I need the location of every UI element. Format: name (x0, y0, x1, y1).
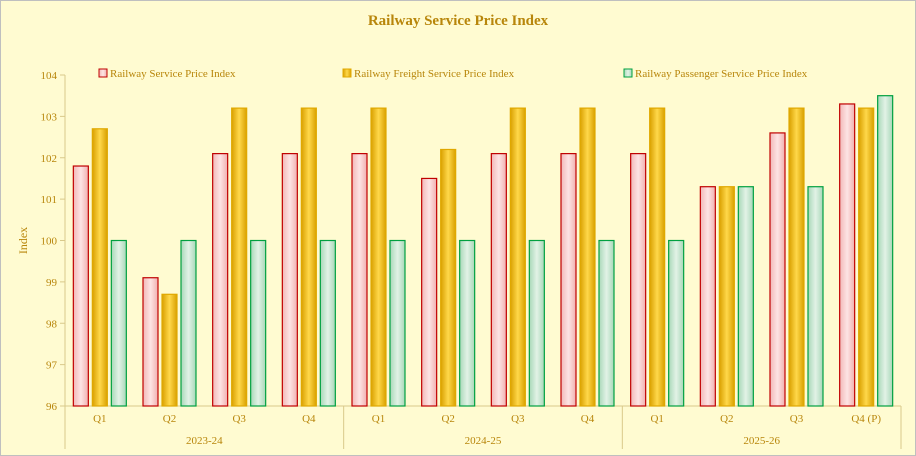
x-tick-label: Q4 (581, 413, 595, 425)
legend: Railway Service Price Index Railway Freig… (98, 68, 808, 80)
bar-3 (528, 239, 545, 407)
y-tick-label: 102 (41, 153, 58, 165)
bar-3 (180, 239, 197, 407)
bar-1 (72, 165, 89, 407)
bar-1 (351, 153, 368, 407)
bar-1 (421, 177, 438, 407)
legend-swatch (98, 68, 108, 78)
bar-2 (788, 107, 805, 407)
y-tick-label: 103 (41, 111, 58, 123)
bar-2 (91, 128, 108, 407)
x-tick-label: Q4 (302, 413, 316, 425)
legend-entry: Railway Service Price Index (110, 68, 236, 80)
y-axis-title: Index (16, 227, 30, 254)
y-tick-label: 101 (41, 194, 58, 206)
bar-1 (490, 153, 507, 407)
legend-swatch (342, 68, 352, 78)
bar-2 (300, 107, 317, 407)
bar-1 (142, 277, 159, 407)
y-tick-label: 100 (41, 236, 58, 248)
axes: 96 97 98 99 100 101 102 103 104 Q1 Q2 Q3 Q4 Q1 Q2 Q3 Q4 Q… (41, 70, 902, 449)
bar-1 (839, 103, 856, 407)
bar-1 (281, 153, 298, 407)
bar-2 (718, 186, 735, 407)
y-tick-label: 96 (46, 401, 58, 413)
y-tick-label: 97 (46, 360, 58, 372)
legend-entry: Railway Passenger Service Price Index (635, 68, 808, 80)
bar-1 (560, 153, 577, 407)
bar-2 (370, 107, 387, 407)
bar-3 (807, 186, 824, 407)
bar-3 (250, 239, 267, 407)
group-label: 2025-26 (743, 435, 780, 447)
bar-2 (509, 107, 526, 407)
y-tick-label: 104 (41, 70, 58, 82)
y-tick-label: 98 (46, 318, 58, 330)
chart-title: Railway Service Price Index (368, 13, 549, 29)
bar-2 (649, 107, 666, 407)
bar-1 (699, 186, 716, 407)
bar-2 (231, 107, 248, 407)
x-tick-label: Q1 (93, 413, 106, 425)
bars (72, 95, 894, 407)
bar-3 (737, 186, 754, 407)
bar-1 (212, 153, 229, 407)
bar-3 (459, 239, 476, 407)
x-tick-label: Q4 (P) (851, 413, 881, 425)
bar-1 (630, 153, 647, 407)
group-label: 2024-25 (465, 435, 502, 447)
legend-swatch (623, 68, 633, 78)
bar-2 (579, 107, 596, 407)
bar-3 (110, 239, 127, 407)
x-tick-label: Q3 (232, 413, 246, 425)
legend-entry: Railway Freight Service Price Index (354, 68, 515, 80)
x-tick-label: Q1 (372, 413, 385, 425)
bar-2 (161, 293, 178, 407)
x-tick-label: Q2 (720, 413, 733, 425)
bar-3 (319, 239, 336, 407)
bar-1 (769, 132, 786, 407)
y-tick-label: 99 (46, 277, 58, 289)
x-tick-label: Q3 (511, 413, 525, 425)
bar-2 (440, 148, 457, 407)
x-tick-label: Q2 (441, 413, 454, 425)
x-tick-label: Q1 (650, 413, 663, 425)
bar-3 (877, 95, 894, 407)
bar-3 (598, 239, 615, 407)
x-tick-label: Q2 (163, 413, 176, 425)
bar-3 (389, 239, 406, 407)
bar-2 (858, 107, 875, 407)
group-label: 2023-24 (186, 435, 223, 447)
bar-3 (668, 239, 685, 407)
x-tick-label: Q3 (790, 413, 804, 425)
